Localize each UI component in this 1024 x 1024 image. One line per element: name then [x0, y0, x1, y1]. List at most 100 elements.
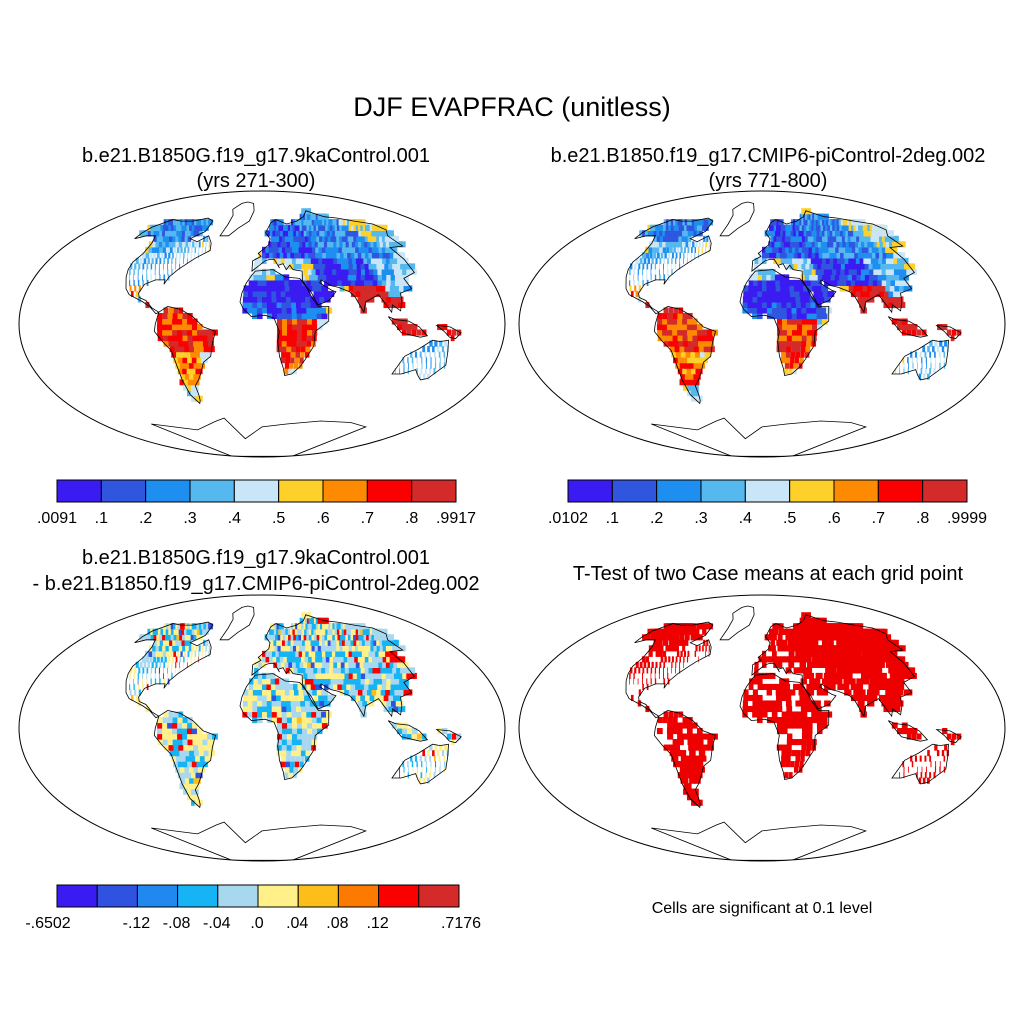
grid-cell [677, 739, 684, 746]
grid-cell [391, 722, 398, 729]
grid-cell [693, 744, 700, 751]
grid-cell [639, 661, 643, 668]
grid-cell [176, 246, 180, 253]
grid-cell [771, 285, 777, 292]
grid-cell [295, 661, 303, 668]
grid-cell [340, 672, 349, 679]
grid-cell [434, 340, 438, 347]
grid-cell [243, 694, 249, 702]
grid-cell [412, 766, 414, 773]
grid-cell [291, 716, 298, 724]
grid-cell [276, 656, 282, 663]
grid-cell [301, 733, 308, 740]
grid-cell [184, 346, 191, 353]
grid-cell [306, 722, 313, 729]
grid-cell [186, 257, 188, 264]
grid-cell [766, 301, 773, 309]
grid-cell [673, 307, 679, 314]
grid-cell [683, 379, 692, 386]
grid-cell [175, 241, 179, 248]
grid-cell [183, 661, 184, 668]
grid-cell [330, 274, 338, 281]
grid-cell [762, 705, 768, 713]
grid-cell [205, 246, 207, 253]
grid-cell [304, 694, 311, 702]
grid-cell [814, 257, 822, 264]
grid-cell [270, 279, 277, 287]
grid-cell [796, 335, 802, 342]
coastline-africa [239, 673, 330, 780]
grid-cell [296, 318, 303, 325]
grid-cell [752, 296, 758, 303]
grid-cell [645, 252, 650, 259]
grid-cell [687, 733, 694, 740]
grid-cell [295, 257, 303, 264]
grid-cell [304, 290, 311, 298]
grid-cell [762, 301, 768, 309]
grid-cell [293, 689, 301, 696]
grid-cell [698, 362, 705, 369]
grid-cell [899, 279, 909, 287]
grid-cell [872, 628, 888, 635]
grid-cell [689, 373, 697, 380]
grid-cell [195, 241, 198, 248]
grid-cell [277, 241, 283, 248]
grid-cell [432, 750, 435, 757]
grid-cell [806, 329, 813, 336]
grid-cell [806, 683, 813, 691]
grid-cell [766, 274, 772, 281]
grid-cell [379, 290, 387, 298]
grid-cell [175, 351, 184, 358]
grid-cell [770, 279, 777, 287]
grid-cell [444, 744, 448, 751]
grid-cell [253, 678, 259, 685]
grid-cell [434, 766, 437, 773]
colorbar-tick-label: .3 [694, 510, 707, 527]
grid-cell [133, 683, 135, 691]
grid-cell [420, 368, 423, 375]
grid-cell [199, 755, 207, 762]
grid-cell [879, 230, 894, 237]
grid-cell [266, 700, 273, 707]
grid-cell [190, 384, 199, 391]
grid-cell [690, 788, 699, 795]
grid-cell [698, 750, 706, 757]
coastline-eurasia [251, 210, 416, 314]
colorbar-box [278, 479, 324, 503]
grid-cell [247, 307, 253, 314]
grid-cell [269, 628, 274, 635]
grid-cell [652, 246, 657, 253]
grid-cell [337, 683, 345, 691]
grid-cell [175, 263, 177, 270]
grid-cell [777, 230, 783, 237]
grid-cell [305, 263, 313, 270]
grid-cell [657, 716, 663, 724]
grid-cell [850, 694, 859, 702]
grid-cell [662, 329, 669, 336]
grid-cell [823, 672, 832, 679]
grid-cell [688, 766, 697, 773]
grid-cell [747, 307, 753, 314]
grid-cell [188, 645, 192, 652]
grid-cell [705, 650, 707, 657]
grid-cell [956, 329, 962, 336]
grid-cell [688, 744, 695, 751]
grid-cell [857, 285, 866, 292]
grid-cell [367, 296, 375, 303]
grid-cell [766, 296, 773, 303]
grid-cell [187, 650, 190, 657]
grid-cell [376, 689, 385, 696]
grid-cell [270, 639, 275, 646]
grid-cell [939, 761, 941, 768]
grid-cell [798, 650, 806, 657]
grid-cell [189, 373, 197, 380]
grid-cell [663, 274, 666, 281]
grid-cell [786, 744, 792, 751]
grid-cell [702, 645, 704, 652]
grid-cell [189, 346, 196, 353]
grid-cell [772, 634, 777, 641]
grid-cell [276, 711, 283, 718]
coastline-south-america [153, 305, 216, 405]
grid-cell [757, 694, 763, 702]
grid-cell [635, 290, 639, 298]
